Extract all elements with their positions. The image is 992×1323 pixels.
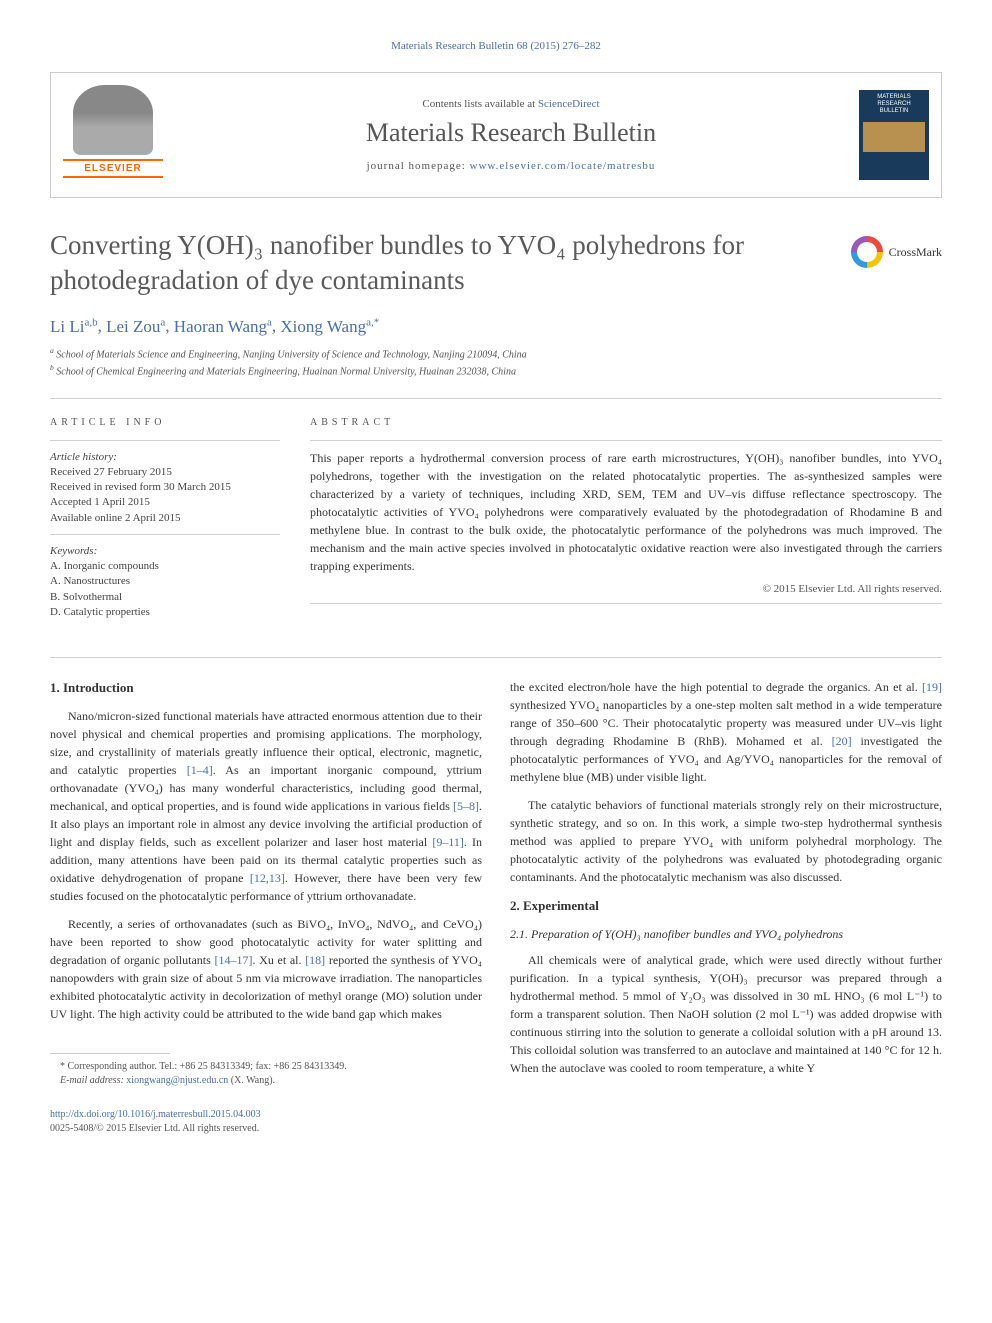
affiliation-b: b School of Chemical Engineering and Mat… <box>50 362 942 379</box>
revised-date: Received in revised form 30 March 2015 <box>50 480 280 495</box>
left-column: 1. Introduction Nano/micron-sized functi… <box>50 678 482 1089</box>
crossmark-badge[interactable]: CrossMark <box>851 236 942 268</box>
crossmark-icon <box>851 236 883 268</box>
cover-title: MATERIALS RESEARCH BULLETIN <box>859 90 929 120</box>
ref-link-20[interactable]: [20] <box>832 734 852 748</box>
info-divider <box>50 440 280 441</box>
corresponding-author-footnote: * Corresponding author. Tel.: +86 25 843… <box>50 1060 482 1074</box>
section-divider-2 <box>50 657 942 658</box>
header-center: Contents lists available at ScienceDirec… <box>163 98 859 172</box>
ref-link-1-4[interactable]: [1–4] <box>187 763 213 777</box>
homepage-line: journal homepage: www.elsevier.com/locat… <box>163 160 859 172</box>
experimental-paragraph-1: All chemicals were of analytical grade, … <box>510 951 942 1077</box>
abstract-column: ABSTRACT This paper reports a hydrotherm… <box>310 417 942 621</box>
contents-line: Contents lists available at ScienceDirec… <box>163 98 859 110</box>
ref-link-9-11[interactable]: [9–11] <box>432 835 464 849</box>
email-footnote: E-mail address: xiongwang@njust.edu.cn (… <box>50 1074 482 1088</box>
homepage-prefix: journal homepage: <box>367 160 470 172</box>
keyword-3: B. Solvothermal <box>50 590 280 605</box>
keyword-4: D. Catalytic properties <box>50 605 280 620</box>
article-title: Converting Y(OH)₃ nanofiber bundles to Y… <box>50 228 942 298</box>
keywords-label: Keywords: <box>50 545 280 557</box>
info-abstract-row: ARTICLE INFO Article history: Received 2… <box>50 417 942 639</box>
footnote-separator <box>50 1053 170 1054</box>
sciencedirect-link[interactable]: ScienceDirect <box>538 98 600 110</box>
keyword-1: A. Inorganic compounds <box>50 559 280 574</box>
experimental-sub-1: 2.1. Preparation of Y(OH)₃ nanofiber bun… <box>510 925 942 943</box>
article-info-column: ARTICLE INFO Article history: Received 2… <box>50 417 280 621</box>
journal-header: ELSEVIER Contents lists available at Sci… <box>50 72 942 198</box>
info-divider-2 <box>50 534 280 535</box>
intro-paragraph-1: Nano/micron-sized functional materials h… <box>50 707 482 905</box>
author-4[interactable]: Xiong Wanga,* <box>280 317 379 336</box>
contents-prefix: Contents lists available at <box>422 98 537 110</box>
online-date: Available online 2 April 2015 <box>50 511 280 526</box>
ref-link-5-8[interactable]: [5–8] <box>453 799 479 813</box>
accepted-date: Accepted 1 April 2015 <box>50 495 280 510</box>
experimental-heading: 2. Experimental <box>510 896 942 916</box>
article-citation: Materials Research Bulletin 68 (2015) 27… <box>0 0 992 62</box>
abstract-heading: ABSTRACT <box>310 417 942 428</box>
intro-heading: 1. Introduction <box>50 678 482 698</box>
journal-name: Materials Research Bulletin <box>163 118 859 148</box>
ref-link-14-17[interactable]: [14–17] <box>214 953 252 967</box>
col2-paragraph-2: The catalytic behaviors of functional ma… <box>510 796 942 886</box>
affiliations: a School of Materials Science and Engine… <box>50 345 942 380</box>
keyword-2: A. Nanostructures <box>50 574 280 589</box>
email-link[interactable]: xiongwang@njust.edu.cn <box>126 1075 228 1086</box>
ref-link-12-13[interactable]: [12,13] <box>250 871 285 885</box>
issn-copyright: 0025-5408/© 2015 Elsevier Ltd. All right… <box>50 1122 942 1136</box>
elsevier-label: ELSEVIER <box>63 159 163 178</box>
elsevier-tree-icon <box>73 85 153 155</box>
footer-meta: http://dx.doi.org/10.1016/j.materresbull… <box>50 1108 942 1136</box>
history-label: Article history: <box>50 451 280 463</box>
crossmark-label: CrossMark <box>889 245 942 260</box>
abstract-copyright: © 2015 Elsevier Ltd. All rights reserved… <box>310 583 942 595</box>
elsevier-logo[interactable]: ELSEVIER <box>63 85 163 185</box>
ref-link-18[interactable]: [18] <box>305 953 325 967</box>
right-column: the excited electron/hole have the high … <box>510 678 942 1089</box>
ref-link-19[interactable]: [19] <box>922 680 942 694</box>
cover-image-placeholder <box>863 122 925 152</box>
intro-paragraph-2: Recently, a series of orthovanadates (su… <box>50 915 482 1023</box>
author-2[interactable]: Lei Zoua <box>106 317 165 336</box>
abstract-divider <box>310 440 942 441</box>
body-columns: 1. Introduction Nano/micron-sized functi… <box>50 678 942 1089</box>
col2-paragraph-1: the excited electron/hole have the high … <box>510 678 942 786</box>
authors-line: Li Lia,b, Lei Zoua, Haoran Wanga, Xiong … <box>50 316 942 337</box>
section-divider <box>50 398 942 399</box>
abstract-text: This paper reports a hydrothermal conver… <box>310 449 942 575</box>
author-1[interactable]: Li Lia,b <box>50 317 98 336</box>
abstract-bottom-divider <box>310 603 942 604</box>
journal-cover-thumbnail[interactable]: MATERIALS RESEARCH BULLETIN <box>859 90 929 180</box>
doi-link[interactable]: http://dx.doi.org/10.1016/j.materresbull… <box>50 1109 261 1120</box>
title-section: Converting Y(OH)₃ nanofiber bundles to Y… <box>50 228 942 298</box>
received-date: Received 27 February 2015 <box>50 465 280 480</box>
affiliation-a: a School of Materials Science and Engine… <box>50 345 942 362</box>
author-3[interactable]: Haoran Wanga <box>174 317 272 336</box>
homepage-link[interactable]: www.elsevier.com/locate/matresbu <box>470 160 656 172</box>
article-info-heading: ARTICLE INFO <box>50 417 280 428</box>
